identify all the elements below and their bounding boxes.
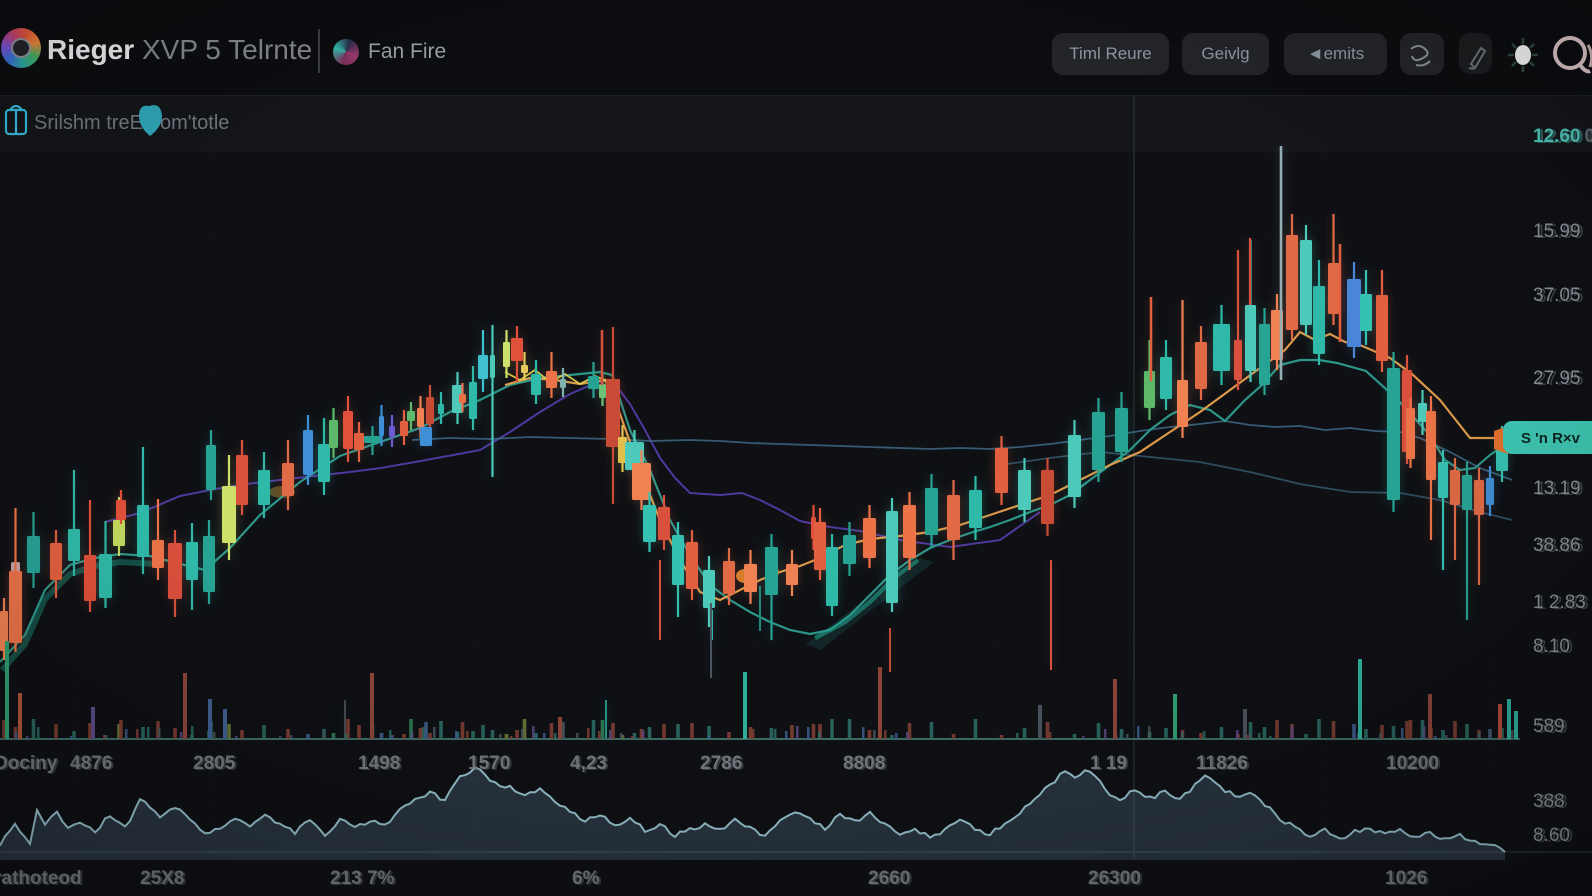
svg-text:26300: 26300 (1090, 869, 1143, 890)
svg-text:8.10: 8.10 (1533, 636, 1570, 657)
svg-text:12.60 0b: 12.60 0b (1533, 126, 1592, 147)
svg-text:10200: 10200 (1388, 754, 1441, 775)
svg-text:11826: 11826 (1196, 753, 1248, 774)
svg-text:4,23: 4,23 (572, 754, 609, 775)
svg-text:1 2.83: 1 2.83 (1533, 592, 1586, 613)
svg-text:15.99: 15.99 (1536, 222, 1584, 243)
svg-text:6%: 6% (574, 869, 602, 890)
svg-text:Dociny: Dociny (0, 753, 58, 774)
svg-text:589: 589 (1533, 716, 1565, 737)
svg-text:13.19: 13.19 (1536, 479, 1584, 500)
svg-text:37.05: 37.05 (1533, 285, 1581, 306)
svg-text:rathoteod: rathoteod (0, 869, 84, 890)
svg-text:38.86: 38.86 (1536, 536, 1584, 557)
svg-text:10200: 10200 (1386, 753, 1439, 774)
svg-text:1026: 1026 (1387, 869, 1429, 890)
svg-text:8.10: 8.10 (1536, 637, 1573, 658)
svg-text:1 19: 1 19 (1092, 754, 1129, 775)
svg-text:1570: 1570 (468, 753, 510, 774)
svg-text:2786: 2786 (700, 753, 742, 774)
svg-text:27.95: 27.95 (1533, 368, 1581, 389)
svg-text:6%: 6% (572, 868, 600, 889)
svg-text:1 2.83: 1 2.83 (1536, 593, 1589, 614)
svg-text:8.60: 8.60 (1533, 825, 1570, 846)
svg-text:25X8: 25X8 (142, 869, 186, 890)
svg-text:1026: 1026 (1385, 868, 1427, 889)
svg-text:38.86: 38.86 (1533, 535, 1581, 556)
svg-text:388: 388 (1536, 792, 1568, 813)
svg-text:2805: 2805 (193, 753, 236, 774)
svg-text:589: 589 (1536, 717, 1568, 738)
svg-text:12.60 0b: 12.60 0b (1536, 127, 1592, 148)
svg-text:4,23: 4,23 (570, 753, 607, 774)
svg-text:S 'n R×v: S 'n R×v (1521, 430, 1581, 447)
svg-text:Srilshm treE: Srilshm treE (34, 112, 143, 134)
svg-text:388: 388 (1533, 791, 1565, 812)
svg-text:8.60: 8.60 (1536, 826, 1573, 847)
svg-text:26300: 26300 (1088, 868, 1141, 889)
svg-text:1498: 1498 (358, 753, 400, 774)
svg-text:8808: 8808 (845, 754, 887, 775)
svg-text:13.19: 13.19 (1533, 478, 1581, 499)
svg-text:15.99: 15.99 (1533, 221, 1581, 242)
svg-text:4876: 4876 (70, 753, 112, 774)
svg-text:2660: 2660 (870, 869, 912, 890)
svg-text:213 7%: 213 7% (330, 868, 395, 889)
svg-text:2786: 2786 (702, 754, 744, 775)
svg-text:rathoteod: rathoteod (0, 868, 82, 889)
svg-text:1 19: 1 19 (1090, 753, 1127, 774)
svg-text:2660: 2660 (868, 868, 910, 889)
svg-text:11826: 11826 (1198, 754, 1250, 775)
svg-text:213 7%: 213 7% (332, 869, 397, 890)
svg-text:2805: 2805 (195, 754, 238, 775)
svg-text:37.05: 37.05 (1536, 286, 1584, 307)
svg-text:4876: 4876 (72, 754, 114, 775)
svg-text:Dociny: Dociny (0, 754, 60, 775)
svg-text:1498: 1498 (360, 754, 402, 775)
svg-text:om'totle: om'totle (160, 112, 229, 134)
svg-text:25X8: 25X8 (140, 868, 184, 889)
svg-text:27.95: 27.95 (1536, 369, 1584, 390)
svg-text:8808: 8808 (843, 753, 885, 774)
svg-text:1570: 1570 (470, 754, 512, 775)
